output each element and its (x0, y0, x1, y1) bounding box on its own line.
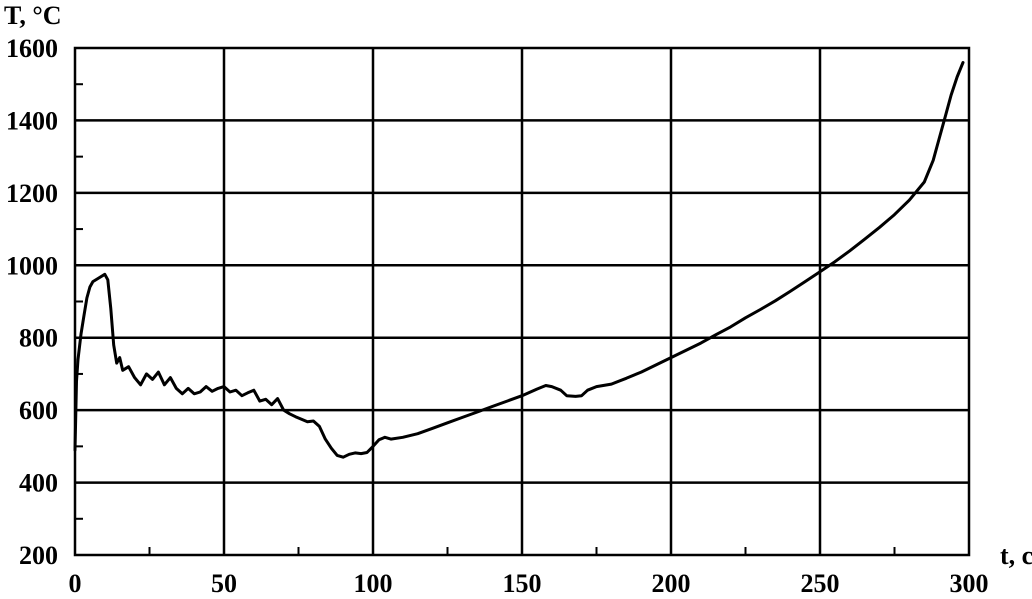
temperature-series-line (73, 61, 965, 459)
x-tick-label-50: 50 (211, 569, 237, 598)
x-tick-labels: 0 50 100 150 200 250 300 (69, 569, 989, 598)
y-axis-title: T, °C (4, 1, 62, 30)
y-tick-labels: 200 400 600 800 1000 1200 1400 1600 (6, 34, 58, 570)
x-tick-label-150: 150 (503, 569, 542, 598)
x-tick-label-250: 250 (801, 569, 840, 598)
x-tick-label-0: 0 (69, 569, 82, 598)
y-tick-label-1000: 1000 (6, 251, 58, 280)
x-tick-label-300: 300 (950, 569, 989, 598)
x-tick-label-200: 200 (652, 569, 691, 598)
grid-lines (75, 48, 969, 555)
y-tick-label-200: 200 (19, 541, 58, 570)
y-tick-label-1200: 1200 (6, 179, 58, 208)
y-tick-label-1600: 1600 (6, 34, 58, 63)
x-tick-label-100: 100 (354, 569, 393, 598)
x-axis-title: t, c (1000, 541, 1032, 570)
minor-ticks (75, 83, 896, 555)
y-tick-label-400: 400 (19, 469, 58, 498)
y-tick-label-600: 600 (19, 396, 58, 425)
y-tick-label-1400: 1400 (6, 106, 58, 135)
y-tick-label-800: 800 (19, 324, 58, 353)
